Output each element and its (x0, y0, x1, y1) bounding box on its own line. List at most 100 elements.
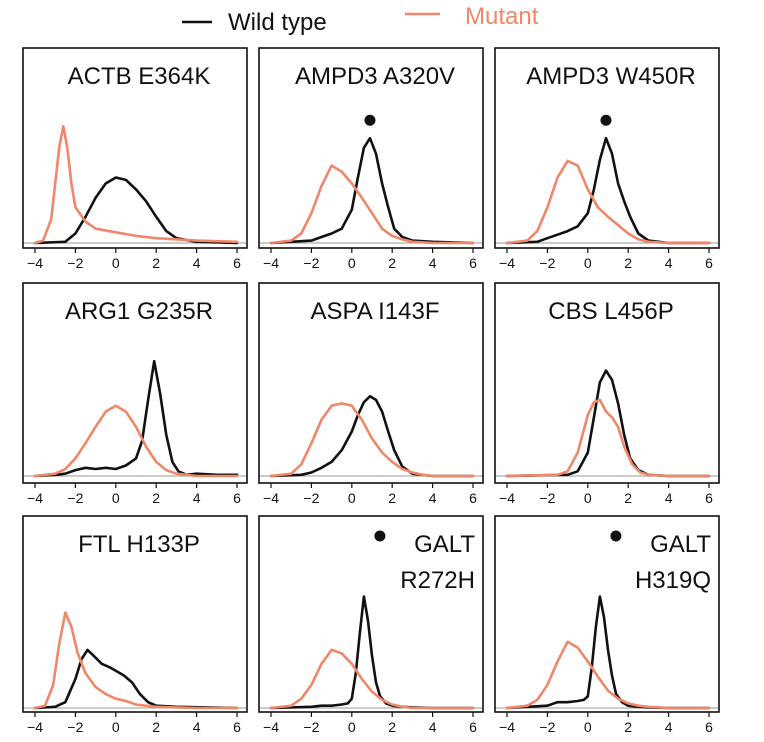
x-tick-label: 0 (112, 255, 120, 271)
significance-dot (374, 530, 386, 542)
series-mutant-line (505, 398, 711, 478)
x-tick-label: 4 (193, 255, 201, 271)
x-tick-label: −2 (67, 255, 83, 271)
x-tick-label: −4 (263, 490, 279, 506)
panel-title: ACTB E364K (68, 63, 211, 90)
x-tick-label: 6 (705, 255, 713, 271)
x-tick-label: −4 (263, 719, 279, 735)
significance-dot (610, 530, 622, 542)
x-tick-label: −4 (263, 255, 279, 271)
series-mutant-line (269, 648, 475, 710)
x-tick-label: 0 (112, 719, 120, 735)
x-tick-label: 2 (388, 490, 396, 506)
series-mutant-line (33, 404, 239, 478)
series-mutant-line (269, 402, 475, 478)
x-tick-label: 2 (624, 719, 632, 735)
panel-title: ARG1 G235R (65, 298, 213, 325)
panel-cbs-l456p: −4 −2 0 2 4 6 CBS L456P (494, 282, 720, 506)
panel-frame (22, 282, 248, 484)
panel-arg1-g235r: −4 −2 0 2 4 6 ARG1 G235R (22, 282, 248, 506)
series-mutant-line (269, 164, 475, 245)
panel-aspa-i143f: −4 −2 0 2 4 6 ASPA I143F (258, 282, 484, 506)
panel-frame (22, 515, 248, 713)
x-tick-label: 6 (469, 719, 477, 735)
panel-title: GALT (650, 531, 711, 558)
x-tick-label: 2 (624, 490, 632, 506)
panel-frame (258, 47, 484, 249)
x-tick-label: 2 (624, 255, 632, 271)
x-tick-label: −4 (499, 490, 515, 506)
x-tick-label: 0 (584, 719, 592, 735)
panel-title: FTL H133P (78, 531, 200, 558)
panel-frame (258, 515, 484, 713)
panel-title-line2: H319Q (635, 567, 711, 594)
panel-frame (494, 47, 720, 249)
legend-mutant-label: Mutant (465, 3, 539, 30)
x-tick-label: −4 (27, 255, 43, 271)
x-tick-label: 4 (665, 719, 673, 735)
x-tick-label: 6 (233, 255, 241, 271)
series-wild-type-line (505, 369, 711, 478)
x-tick-label: 2 (152, 490, 160, 506)
series-wild-type-line (269, 394, 475, 478)
x-tick-label: 6 (233, 719, 241, 735)
x-tick-label: 0 (348, 255, 356, 271)
panel-title: GALT (414, 531, 475, 558)
panel-ampd3-a320v: −4 −2 0 2 4 6 AMPD3 A320V (258, 47, 484, 271)
series-mutant-line (33, 125, 239, 245)
x-tick-label: −4 (499, 719, 515, 735)
x-tick-label: 6 (233, 490, 241, 506)
legend-wild-label: Wild type (228, 9, 327, 36)
x-tick-label: 4 (665, 490, 673, 506)
panel-frame (494, 515, 720, 713)
x-tick-label: 6 (705, 490, 713, 506)
x-tick-label: 2 (388, 255, 396, 271)
x-tick-label: 6 (705, 719, 713, 735)
x-tick-label: 2 (152, 255, 160, 271)
x-tick-label: 0 (348, 719, 356, 735)
series-wild-type-line (269, 136, 475, 245)
x-tick-label: 4 (665, 255, 673, 271)
panel-title: CBS L456P (548, 298, 673, 325)
x-tick-label: −2 (67, 719, 83, 735)
x-tick-label: −4 (27, 719, 43, 735)
x-tick-label: −2 (539, 255, 555, 271)
x-tick-label: −2 (303, 255, 319, 271)
panel-ftl-h133p: −4 −2 0 2 4 6 FTL H133P (22, 515, 248, 735)
x-tick-label: −2 (539, 719, 555, 735)
panel-galt-r272h: −4 −2 0 2 4 6 GALT R272H (258, 515, 484, 735)
panel-frame (494, 282, 720, 484)
panel-frame (22, 47, 248, 249)
x-tick-label: −4 (499, 255, 515, 271)
x-tick-label: −4 (27, 490, 43, 506)
x-tick-label: −2 (67, 490, 83, 506)
x-tick-label: 0 (112, 490, 120, 506)
x-tick-label: 2 (388, 719, 396, 735)
panel-galt-h319q: −4 −2 0 2 4 6 GALT H319Q (494, 515, 720, 735)
significance-dot (600, 114, 612, 126)
x-tick-label: 6 (469, 490, 477, 506)
x-tick-label: −2 (539, 490, 555, 506)
x-tick-label: 0 (348, 490, 356, 506)
panel-actb-e364k: −4 −2 0 2 4 6 ACTB E364K (22, 47, 248, 271)
significance-dot (364, 114, 376, 126)
x-tick-label: 4 (429, 490, 437, 506)
panel-title: AMPD3 W450R (526, 63, 695, 90)
x-tick-label: 4 (193, 490, 201, 506)
panel-title: ASPA I143F (311, 298, 440, 325)
series-wild-type-line (33, 176, 239, 245)
x-tick-label: 4 (429, 719, 437, 735)
x-tick-label: 0 (584, 490, 592, 506)
panel-title-line2: R272H (400, 567, 475, 594)
series-wild-type-line (33, 359, 239, 478)
x-tick-label: −2 (303, 490, 319, 506)
x-tick-label: 4 (193, 719, 201, 735)
series-wild-type-line (505, 136, 711, 245)
series-wild-type-line (33, 648, 239, 710)
series-mutant-line (505, 640, 711, 710)
x-tick-label: −2 (303, 719, 319, 735)
series-mutant-line (505, 159, 711, 245)
panel-ampd3-w450r: −4 −2 0 2 4 6 AMPD3 W450R (494, 47, 720, 271)
x-tick-label: 2 (152, 719, 160, 735)
